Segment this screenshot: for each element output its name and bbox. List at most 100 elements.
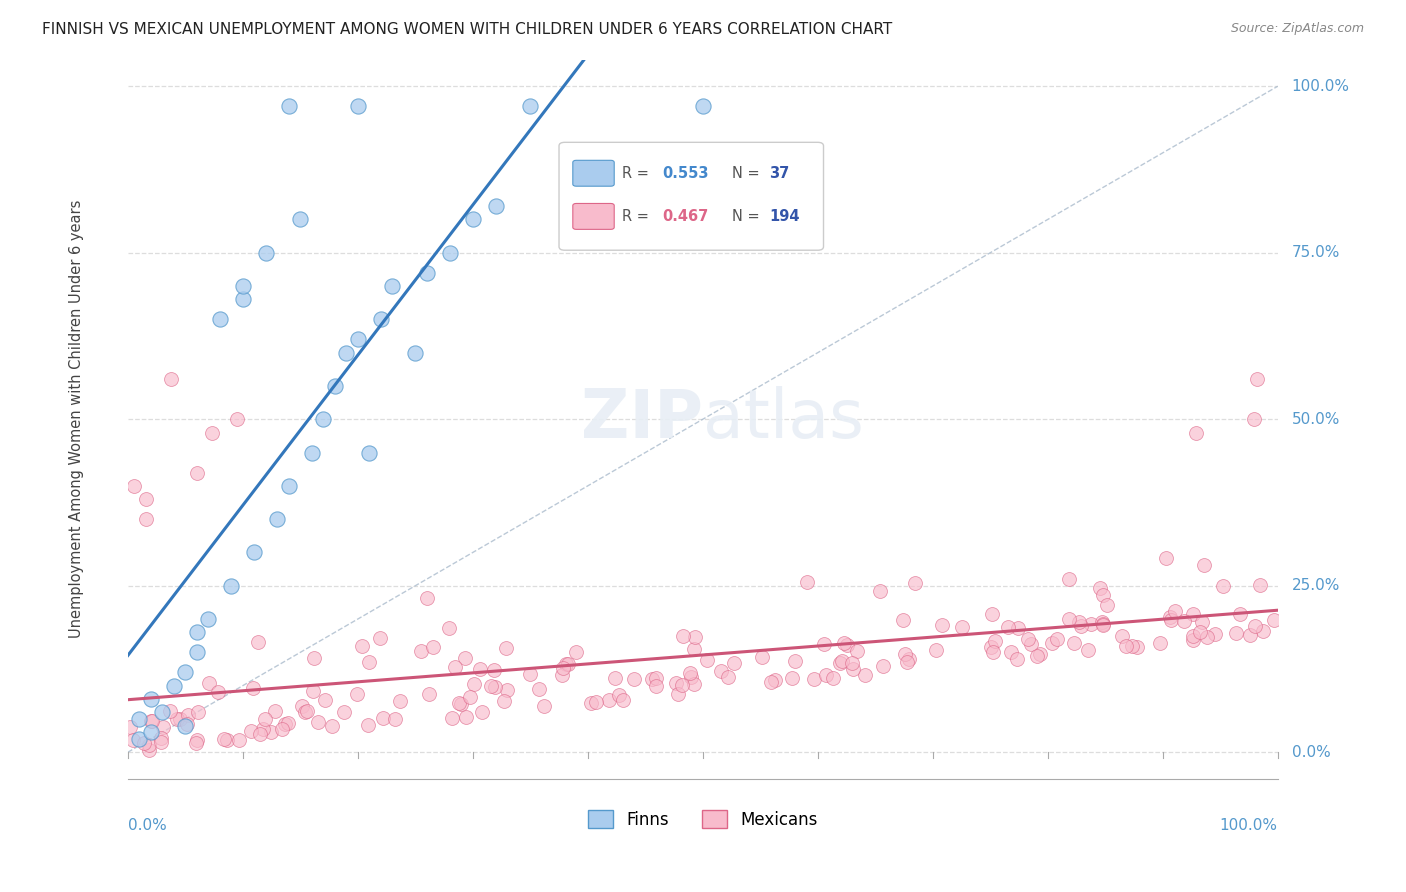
Point bbox=[696, 652, 718, 666]
Point bbox=[1185, 425, 1208, 440]
Point bbox=[212, 732, 235, 747]
Point bbox=[404, 345, 426, 359]
Point bbox=[243, 545, 266, 559]
Point bbox=[346, 332, 368, 346]
Point bbox=[232, 293, 254, 307]
Point bbox=[603, 671, 626, 685]
Point bbox=[381, 279, 404, 293]
Point bbox=[271, 722, 294, 736]
Point bbox=[1017, 632, 1039, 647]
Point bbox=[139, 714, 162, 729]
Point bbox=[135, 512, 157, 526]
Point bbox=[335, 345, 357, 359]
Point bbox=[139, 692, 162, 706]
Point bbox=[352, 639, 374, 653]
Text: 194: 194 bbox=[769, 209, 800, 224]
Point bbox=[208, 312, 231, 326]
Point bbox=[533, 699, 555, 714]
Point bbox=[291, 699, 314, 714]
Point bbox=[898, 652, 921, 666]
Point bbox=[1092, 617, 1115, 632]
Point bbox=[384, 712, 406, 726]
Point bbox=[710, 665, 733, 679]
Point bbox=[551, 667, 574, 681]
Point bbox=[1125, 640, 1147, 654]
Point bbox=[1195, 630, 1218, 644]
Point bbox=[492, 694, 515, 708]
Point bbox=[869, 584, 891, 599]
Text: 25.0%: 25.0% bbox=[1292, 578, 1340, 593]
Point bbox=[683, 642, 706, 657]
Point bbox=[169, 712, 191, 726]
Point bbox=[980, 640, 1002, 654]
Text: 0.467: 0.467 bbox=[662, 209, 709, 224]
Point bbox=[896, 655, 918, 669]
Point bbox=[312, 412, 335, 426]
Point bbox=[307, 715, 329, 730]
Point bbox=[422, 640, 444, 654]
Point bbox=[1154, 550, 1177, 565]
Point bbox=[368, 631, 391, 645]
Text: R =: R = bbox=[623, 166, 650, 181]
Point bbox=[598, 692, 620, 706]
Point bbox=[1088, 581, 1111, 595]
Point bbox=[1188, 624, 1211, 639]
Point bbox=[187, 705, 209, 719]
Point bbox=[553, 661, 575, 675]
Point bbox=[479, 680, 502, 694]
Point bbox=[1057, 572, 1080, 586]
Point bbox=[1182, 607, 1205, 621]
Point bbox=[1091, 615, 1114, 629]
Text: 0.553: 0.553 bbox=[662, 166, 709, 181]
Legend: Finns, Mexicans: Finns, Mexicans bbox=[581, 804, 824, 835]
Point bbox=[150, 731, 173, 746]
Point bbox=[418, 687, 440, 701]
Text: N =: N = bbox=[731, 209, 759, 224]
Point bbox=[1204, 627, 1226, 641]
Point bbox=[641, 672, 664, 686]
Point bbox=[254, 712, 277, 726]
Point bbox=[1246, 372, 1268, 386]
Point bbox=[679, 666, 702, 681]
Point bbox=[246, 635, 269, 649]
Point bbox=[359, 445, 381, 459]
Point bbox=[485, 199, 508, 213]
Point bbox=[346, 687, 368, 701]
Point bbox=[1191, 615, 1213, 629]
Point bbox=[1040, 636, 1063, 650]
Point bbox=[174, 718, 197, 732]
Point bbox=[454, 709, 477, 723]
Point bbox=[644, 671, 666, 685]
Point bbox=[1007, 621, 1029, 635]
Point bbox=[346, 99, 368, 113]
Point bbox=[217, 732, 239, 747]
Point bbox=[166, 712, 188, 726]
Point bbox=[579, 696, 602, 710]
Point bbox=[232, 279, 254, 293]
Point bbox=[612, 693, 634, 707]
Point bbox=[242, 681, 264, 696]
Point bbox=[128, 712, 150, 726]
Text: N =: N = bbox=[731, 166, 759, 181]
Point bbox=[555, 657, 578, 672]
Point bbox=[496, 682, 519, 697]
Point bbox=[846, 644, 869, 658]
Point bbox=[671, 678, 693, 692]
Point bbox=[763, 673, 786, 687]
Point bbox=[1251, 624, 1274, 639]
Point bbox=[1091, 618, 1114, 632]
Point bbox=[1095, 599, 1118, 613]
Point bbox=[519, 667, 541, 681]
Point bbox=[450, 697, 472, 711]
Text: 100.0%: 100.0% bbox=[1292, 78, 1350, 94]
Point bbox=[160, 372, 183, 386]
Point bbox=[290, 212, 312, 227]
Point bbox=[186, 466, 208, 480]
Point bbox=[814, 668, 837, 682]
Point bbox=[666, 687, 689, 701]
Point bbox=[128, 731, 150, 746]
Point bbox=[274, 716, 297, 731]
Point bbox=[409, 644, 432, 658]
Point bbox=[138, 739, 160, 753]
Point bbox=[150, 706, 173, 720]
